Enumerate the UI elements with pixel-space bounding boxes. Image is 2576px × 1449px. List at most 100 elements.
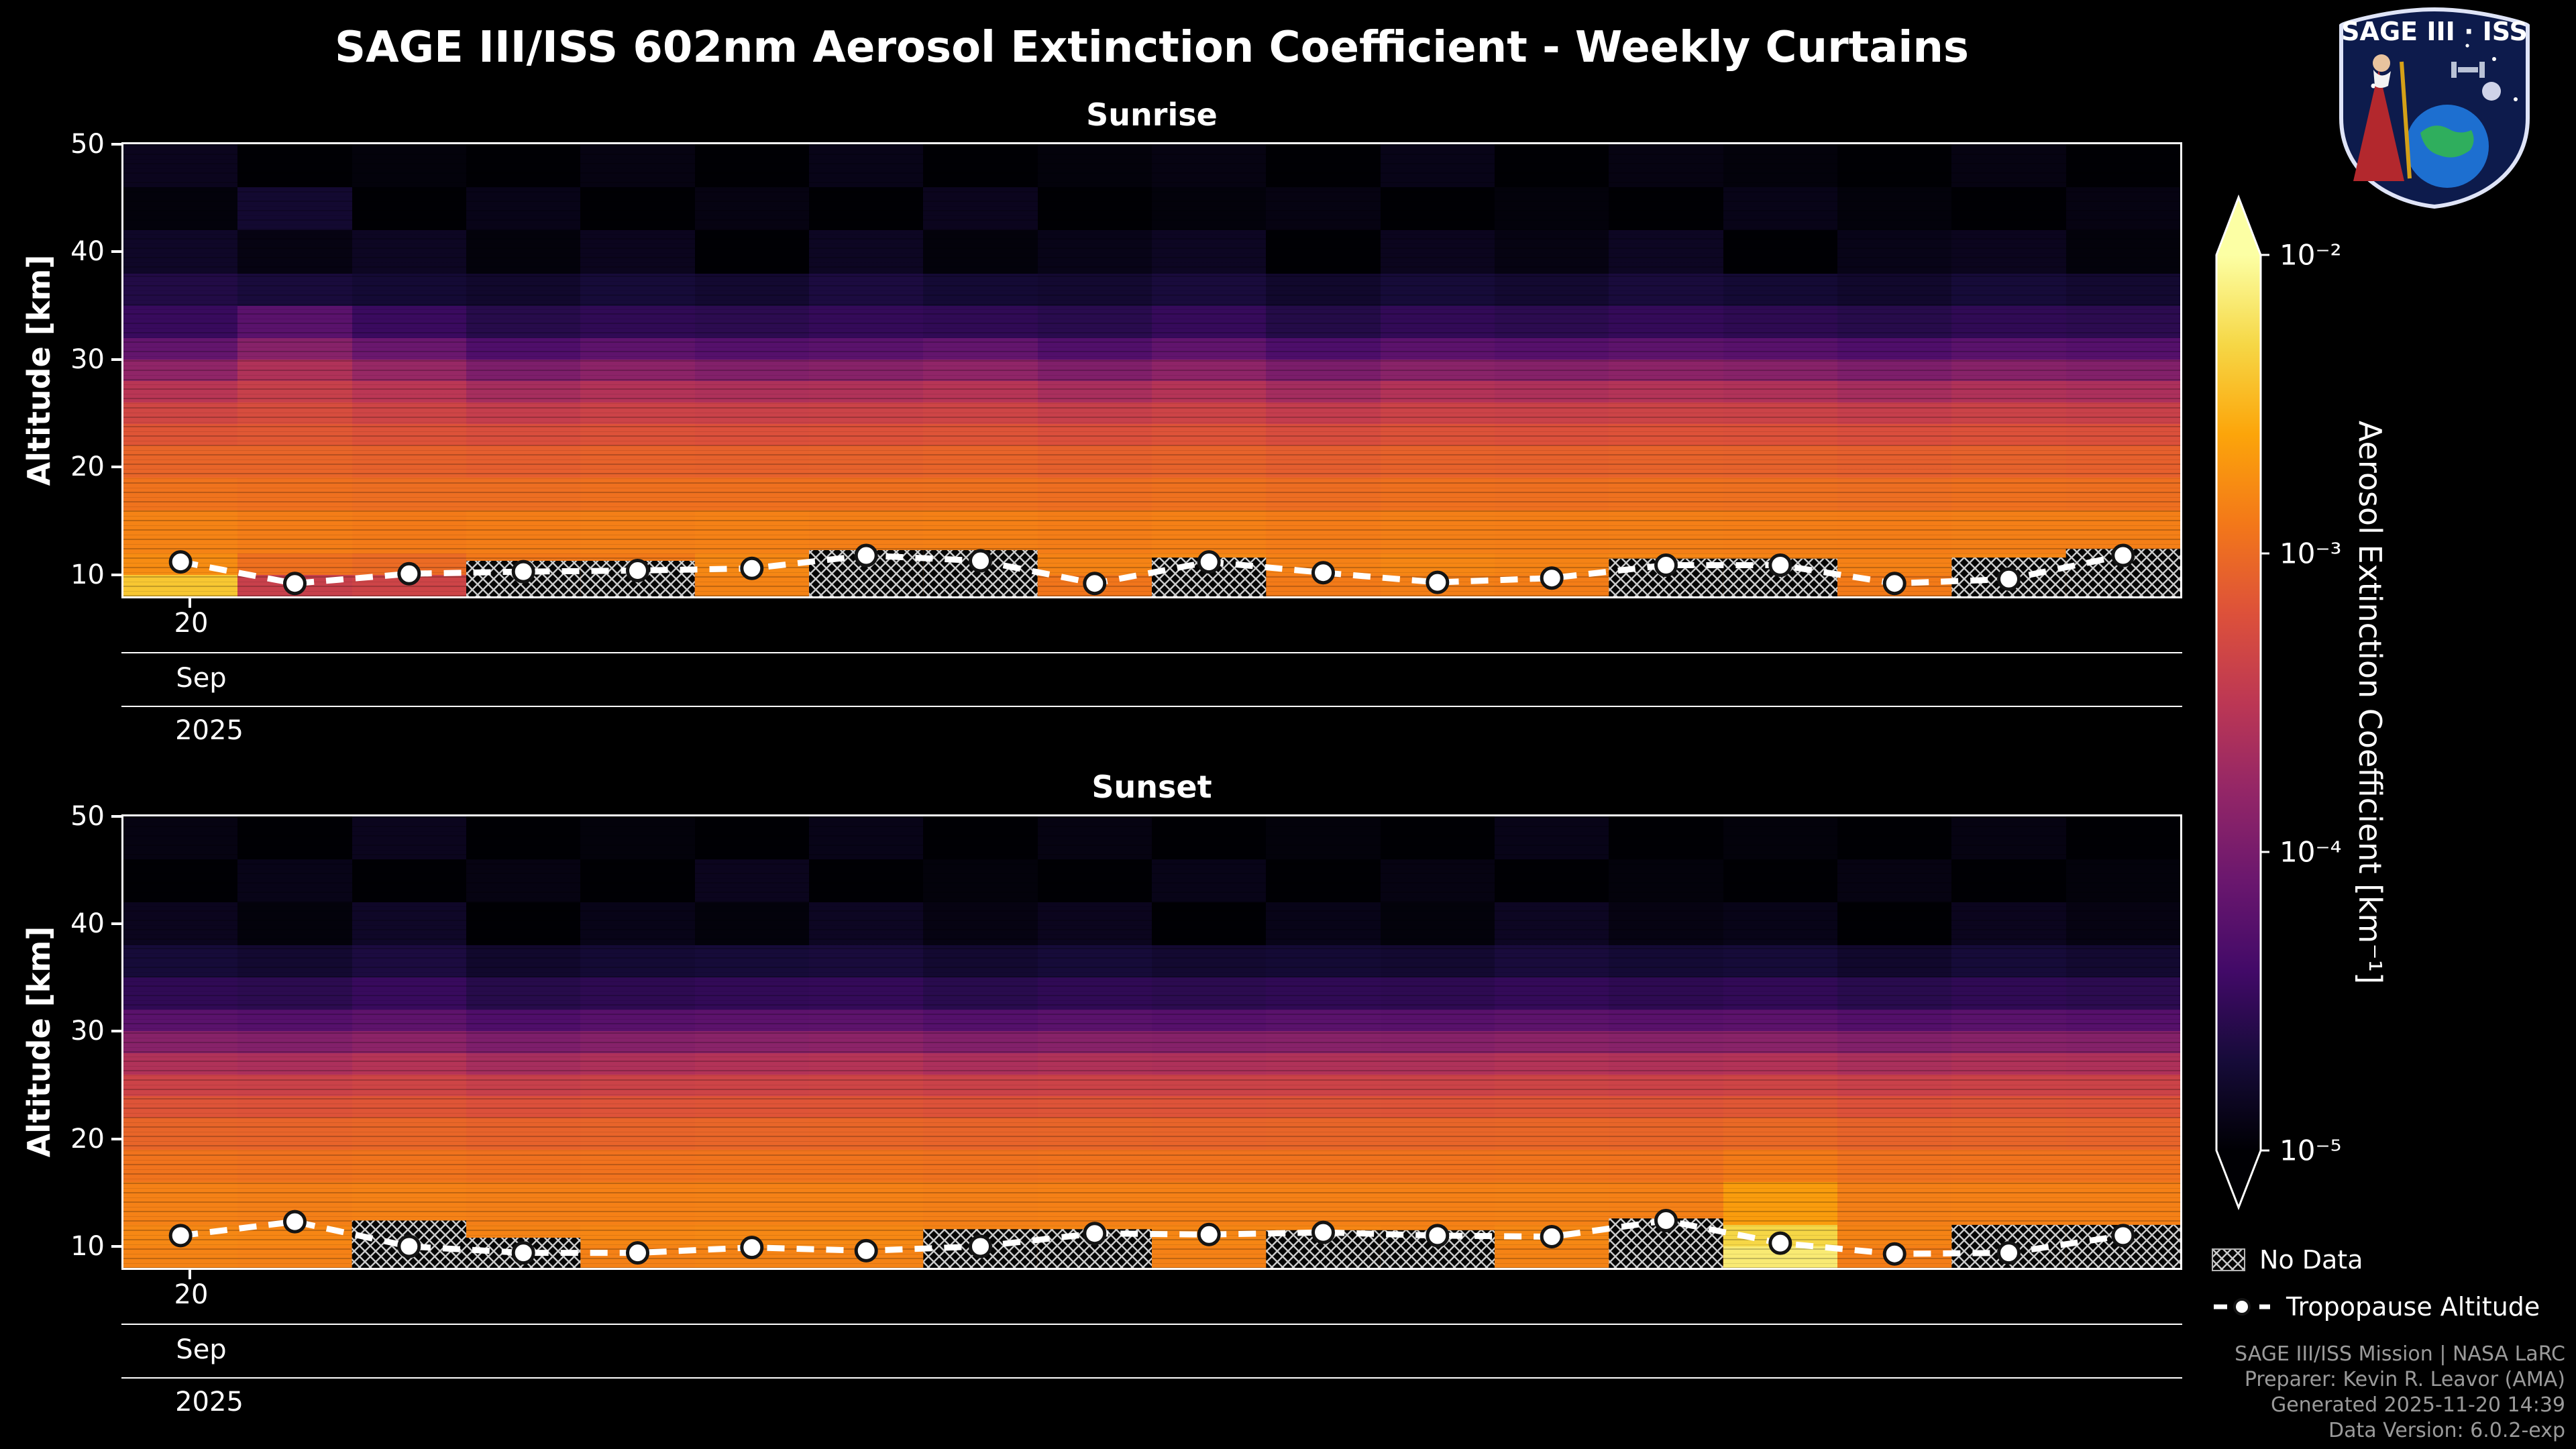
tropopause-marker xyxy=(1882,572,1907,596)
heatmap-week-column xyxy=(1723,144,1837,596)
tropopause-marker xyxy=(626,559,649,582)
sunset-x-year: 2025 xyxy=(175,1387,244,1417)
heatmap-week-column xyxy=(1494,816,1609,1268)
sunrise-x-tick-mark xyxy=(189,598,191,608)
sunset-month-separator xyxy=(121,1324,2182,1325)
sunset-overlay xyxy=(168,1209,2180,1268)
heatmap-week-column xyxy=(352,816,466,1268)
attribution-generated: Generated 2025-11-20 14:39 xyxy=(2270,1393,2565,1417)
logo-iss xyxy=(2451,62,2485,78)
heatmap-week-column xyxy=(923,816,1038,1268)
y-tick-label: 10 xyxy=(70,559,105,590)
tropopause-marker xyxy=(1768,553,1792,577)
tropopause-marker xyxy=(1654,1209,1678,1232)
panel-title-sunrise: Sunrise xyxy=(1086,97,1218,133)
sunset-x-tick-day: 20 xyxy=(174,1279,209,1310)
no-data-swatch-icon xyxy=(2212,1248,2245,1271)
sunrise-overlay xyxy=(168,543,2180,596)
tropopause-marker xyxy=(1997,1241,2021,1265)
legend-no-data-label: No Data xyxy=(2259,1245,2363,1275)
attribution-data-version: Data Version: 6.0.2-exp xyxy=(2328,1419,2565,1442)
tropopause-marker xyxy=(854,1238,878,1263)
heatmap-week-column xyxy=(1609,144,1723,596)
legend-tropopause: Tropopause Altitude xyxy=(2211,1292,2540,1322)
heatmap-week-column xyxy=(352,144,466,596)
sunrise-plot: 50 40 30 20 10 xyxy=(70,129,2182,598)
tropopause-marker xyxy=(626,1241,649,1265)
sunrise-x-month: Sep xyxy=(176,663,227,694)
heatmap-week-column xyxy=(808,816,924,1268)
sunrise-year-separator xyxy=(121,706,2182,707)
y-tick-label: 20 xyxy=(70,451,105,483)
logo-moon xyxy=(2482,82,2501,101)
heatmap-week-column xyxy=(1951,144,2066,596)
colorbar xyxy=(2215,194,2269,1211)
heatmap-week-column xyxy=(808,144,924,596)
tropopause-marker xyxy=(1083,1222,1107,1246)
tropopause-marker xyxy=(1197,1222,1221,1246)
logo-title: SAGE III · ISS xyxy=(2341,17,2528,46)
legend-tropopause-label: Tropopause Altitude xyxy=(2286,1292,2540,1322)
heatmap-week-column xyxy=(1380,144,1495,596)
sage-iss-logo: SAGE III · ISS xyxy=(2339,7,2530,209)
panel-title-sunset: Sunset xyxy=(1091,769,1212,805)
colorbar-tick-marks xyxy=(2261,254,2269,1152)
y-tick-mark xyxy=(111,815,123,818)
y-tick-mark xyxy=(111,1030,123,1033)
logo-wizard xyxy=(2353,70,2404,181)
tropopause-marker xyxy=(1882,1242,1907,1266)
tropopause-marker xyxy=(969,1234,992,1258)
y-tick-label: 40 xyxy=(70,908,105,940)
heatmap-week-column xyxy=(1151,144,1267,596)
tropopause-marker xyxy=(283,572,307,596)
heatmap-week-column xyxy=(237,144,352,596)
heatmap-week-column xyxy=(237,816,352,1268)
sunrise-x-year: 2025 xyxy=(175,715,244,746)
legend-no-data: No Data xyxy=(2211,1245,2363,1275)
y-tick-label: 20 xyxy=(70,1123,105,1155)
heatmap-week-column xyxy=(1837,816,1952,1268)
tropopause-marker xyxy=(854,543,878,568)
colorbar-tick-1e-3: 10⁻³ xyxy=(2279,537,2342,570)
tropopause-marker xyxy=(397,561,421,586)
y-axis-label-sunrise: Altitude [km] xyxy=(21,254,57,486)
tropopause-marker xyxy=(283,1210,307,1234)
tropopause-marker xyxy=(397,1234,421,1258)
tropopause-marker xyxy=(1311,561,1335,585)
heatmap-week-column xyxy=(1494,144,1609,596)
y-tick-mark xyxy=(111,1137,123,1140)
tropopause-marker xyxy=(1997,567,2021,591)
tropopause-marker xyxy=(1426,570,1450,594)
tropopause-marker xyxy=(1311,1220,1335,1244)
tropopause-line xyxy=(180,1217,2124,1257)
sunrise-x-tick-day: 20 xyxy=(174,608,209,639)
figure-title: SAGE III/ISS 602nm Aerosol Extinction Co… xyxy=(335,23,1969,72)
heatmap-week-column xyxy=(694,816,809,1268)
tropopause-marker xyxy=(1197,550,1221,574)
heatmap-week-column xyxy=(1151,816,1267,1268)
heatmap-week-column xyxy=(1723,816,1837,1268)
tropopause-marker xyxy=(1540,1225,1564,1248)
y-tick-label: 10 xyxy=(70,1230,105,1262)
heatmap-week-column xyxy=(580,144,695,596)
sunset-x-month: Sep xyxy=(176,1334,227,1365)
y-tick-label: 30 xyxy=(70,1016,105,1047)
y-tick-mark xyxy=(111,922,123,926)
tropopause-marker xyxy=(740,1236,764,1260)
tropopause-marker xyxy=(1654,553,1678,577)
tropopause-marker xyxy=(1083,572,1107,596)
heatmap-week-column xyxy=(123,144,238,596)
heatmap-week-column xyxy=(694,144,809,596)
y-axis-label-sunset: Altitude [km] xyxy=(21,926,57,1158)
y-tick-label: 40 xyxy=(70,236,105,268)
tropopause-marker xyxy=(168,1224,193,1248)
y-tick-mark xyxy=(111,250,123,254)
y-tick-label: 50 xyxy=(70,801,105,832)
sunrise-heatmap xyxy=(123,144,2180,596)
y-tick-label: 30 xyxy=(70,343,105,375)
heatmap-week-column xyxy=(1609,816,1723,1268)
heatmap-week-column xyxy=(1951,816,2066,1268)
tropopause-marker xyxy=(1540,566,1564,590)
tropopause-marker xyxy=(2111,543,2135,568)
